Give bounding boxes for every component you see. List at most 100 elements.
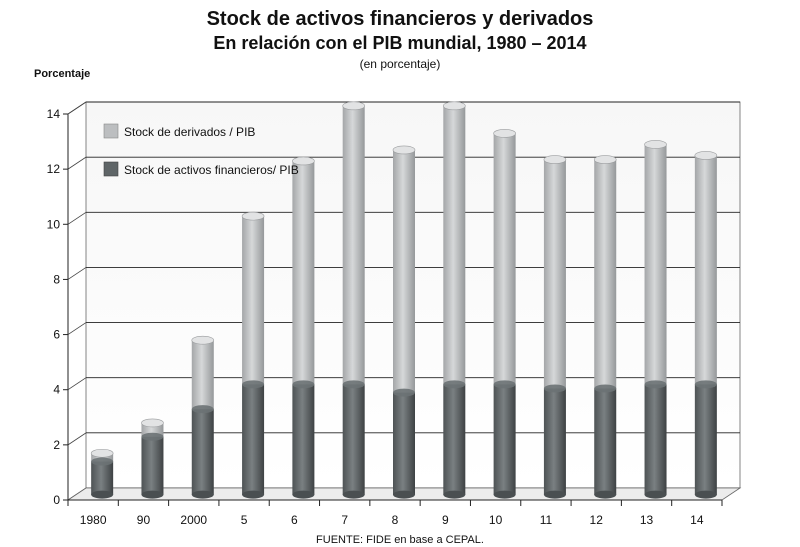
gridline-side [67,432,87,446]
y-axis-label: Porcentaje [34,68,91,80]
x-tick-label: 8 [392,513,399,527]
y-tick-label: 10 [47,217,61,231]
x-tick-label: 6 [291,513,298,527]
bar-derivados-cap [493,129,516,138]
gridline-side [67,211,87,225]
bar-activos [342,384,365,495]
bar-derivados [644,144,667,385]
bar-segment-seam [292,380,315,389]
bar-derivados-cap [644,140,667,149]
bar-activos [91,461,114,495]
bar-segment-seam [443,380,466,389]
bar-derivados-cap [141,418,164,428]
bar-derivados-cap [593,155,617,164]
source-note: FUENTE: FIDE en base a CEPAL. [316,534,484,546]
bar-derivados-cap [392,145,416,155]
bar-segment-seam [594,384,617,393]
bar-activos [543,388,566,495]
gridline-side [67,322,87,335]
bar-derivados [242,216,265,385]
y-tick-label: 6 [53,328,60,342]
x-tick-label: 14 [690,513,704,527]
bar-derivados-cap [342,101,365,111]
gridline-side [67,267,87,280]
bar-segment-seam [493,380,516,389]
plot-area: 0 2 4 6 8 10 12 14 1980 90 2000 5 6 7 8 9 10 11 12 13 14 Stoc… [47,101,742,527]
bar-derivados [543,159,566,389]
x-tick-label: 5 [241,513,248,527]
wall-top-edge [67,101,87,115]
bar-segment-seam [543,384,566,393]
bar-activos [191,409,214,495]
y-tick-label: 4 [53,383,60,397]
x-tick-label: 90 [137,513,151,527]
bar-activos [393,392,415,495]
bar-derivados [443,105,466,385]
legend-swatch-activos [103,161,119,177]
bar-activos [594,388,617,495]
bar-derivados [292,160,315,385]
bar-activos-base [91,490,114,499]
bar-derivados [694,155,717,385]
bar-derivados-cap [694,151,718,160]
bar-segment-seam [141,432,164,441]
bar-activos-base [191,490,214,499]
x-tick-label: 10 [489,513,503,527]
x-tick-label: 9 [442,513,449,527]
bar-activos-base [493,490,516,499]
gridline-side [67,156,87,170]
bar-activos [443,384,466,495]
bar-activos-base [543,490,566,499]
bar-segment-seam [242,380,265,389]
y-tick-label: 12 [47,162,61,176]
bar-derivados [594,159,617,389]
bar-derivados-cap [90,448,114,458]
legend-label-activos: Stock de activos financieros/ PIB [124,163,299,177]
bar-derivados [342,105,365,385]
bar-segment-seam [342,380,365,389]
bar-derivados [493,133,516,385]
bar-activos-base [242,490,265,499]
bar-activos [292,384,315,495]
y-tick-label: 0 [53,493,60,507]
bar-derivados [191,340,214,410]
bar-derivados-cap [191,335,215,345]
y-tick-label: 2 [53,438,60,452]
bar-derivados-cap [443,101,466,111]
bar-activos-base [644,490,667,499]
bar-derivados-cap [292,156,315,166]
x-tick-label: 7 [341,513,348,527]
x-tick-label: 12 [590,513,604,527]
bar-activos-base [694,490,717,499]
gridline-side [67,377,87,391]
bar-activos [242,384,265,495]
chart-subtitle: En relación con el PIB mundial, 1980 – 2… [213,33,587,53]
bar-activos-base [393,490,415,499]
bar-activos-base [342,490,365,499]
bar-activos-base [594,490,617,499]
bar-activos [644,384,667,495]
x-tick-label: 11 [540,513,553,527]
bar-derivados [393,149,415,393]
x-tick-label: 13 [640,513,654,527]
y-tick-label: 8 [53,272,60,286]
bar-activos [141,436,164,495]
chart-units-note: (en porcentaje) [359,57,441,71]
bar-segment-seam [191,405,214,414]
bar-segment-seam [644,380,667,389]
bar-segment-seam [694,380,717,389]
bar-activos-base [292,490,315,499]
legend-swatch-derivados [103,123,119,139]
bar-activos-base [141,490,164,499]
bar-activos [694,384,717,495]
legend-label-derivados: Stock de derivados / PIB [124,125,255,139]
x-tick-label: 1980 [80,513,107,527]
chart-title: Stock de activos financieros y derivados [206,8,594,30]
x-tick-label: 2000 [180,513,207,527]
bar-segment-seam [393,388,415,397]
y-tick-label: 14 [47,107,61,121]
bar-derivados-cap [543,155,567,164]
bar-activos [493,384,516,495]
bar-activos-base [443,490,466,499]
